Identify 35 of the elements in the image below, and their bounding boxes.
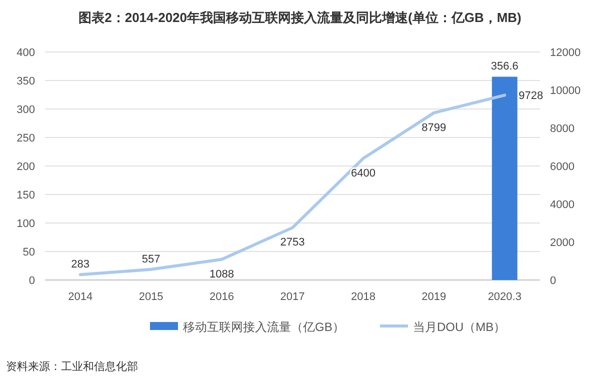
data-label: 557 xyxy=(142,253,160,266)
data-label: 6400 xyxy=(350,167,376,180)
y2-tick-label: 0 xyxy=(550,275,556,287)
y-tick-label: 100 xyxy=(16,218,35,230)
y-tick-label: 50 xyxy=(22,246,35,258)
text: 资料来源：工业和信息化部 xyxy=(6,360,138,373)
y2-tick-label: 2000 xyxy=(550,237,574,249)
y-tick-label: 200 xyxy=(16,161,35,173)
x-tick-label: 2014 xyxy=(68,291,93,303)
y-tick-label: 0 xyxy=(28,275,35,287)
y-tick-label: 250 xyxy=(16,132,35,144)
y2-tick-label: 4000 xyxy=(550,199,574,211)
data-label: 8799 xyxy=(422,122,446,134)
x-tick-label: 2015 xyxy=(138,291,164,303)
y2-tick-label: 8000 xyxy=(550,123,574,135)
x-tick-label: 2019 xyxy=(422,291,446,303)
legend-label: 当月DOU（MB） xyxy=(413,320,506,334)
y2-tick-label: 12000 xyxy=(550,47,581,59)
x-tick-label: 2016 xyxy=(210,291,234,303)
data-label: 9728 xyxy=(518,90,544,102)
data-label: 1088 xyxy=(210,268,234,280)
data-label: 356.6 xyxy=(490,60,518,73)
chart-title: 图表2：2014-2020年我国移动互联网接入流量及同比增速(单位：亿GB，MB) xyxy=(78,10,522,25)
y2-tick-label: 6000 xyxy=(550,161,574,173)
y-tick-label: 400 xyxy=(16,47,35,59)
legend-label: 移动互联网接入流量（亿GB） xyxy=(183,320,344,334)
x-tick-label: 2017 xyxy=(280,291,305,303)
y-tick-label: 300 xyxy=(16,104,35,116)
y-tick-label: 150 xyxy=(16,190,35,202)
x-tick-label: 2020.3 xyxy=(488,291,522,303)
x-tick-label: 2018 xyxy=(350,291,376,303)
y2-tick-label: 10000 xyxy=(550,85,581,97)
data-label: 283 xyxy=(71,258,90,271)
y-tick-label: 350 xyxy=(16,76,35,88)
data-label: 2753 xyxy=(280,236,305,249)
